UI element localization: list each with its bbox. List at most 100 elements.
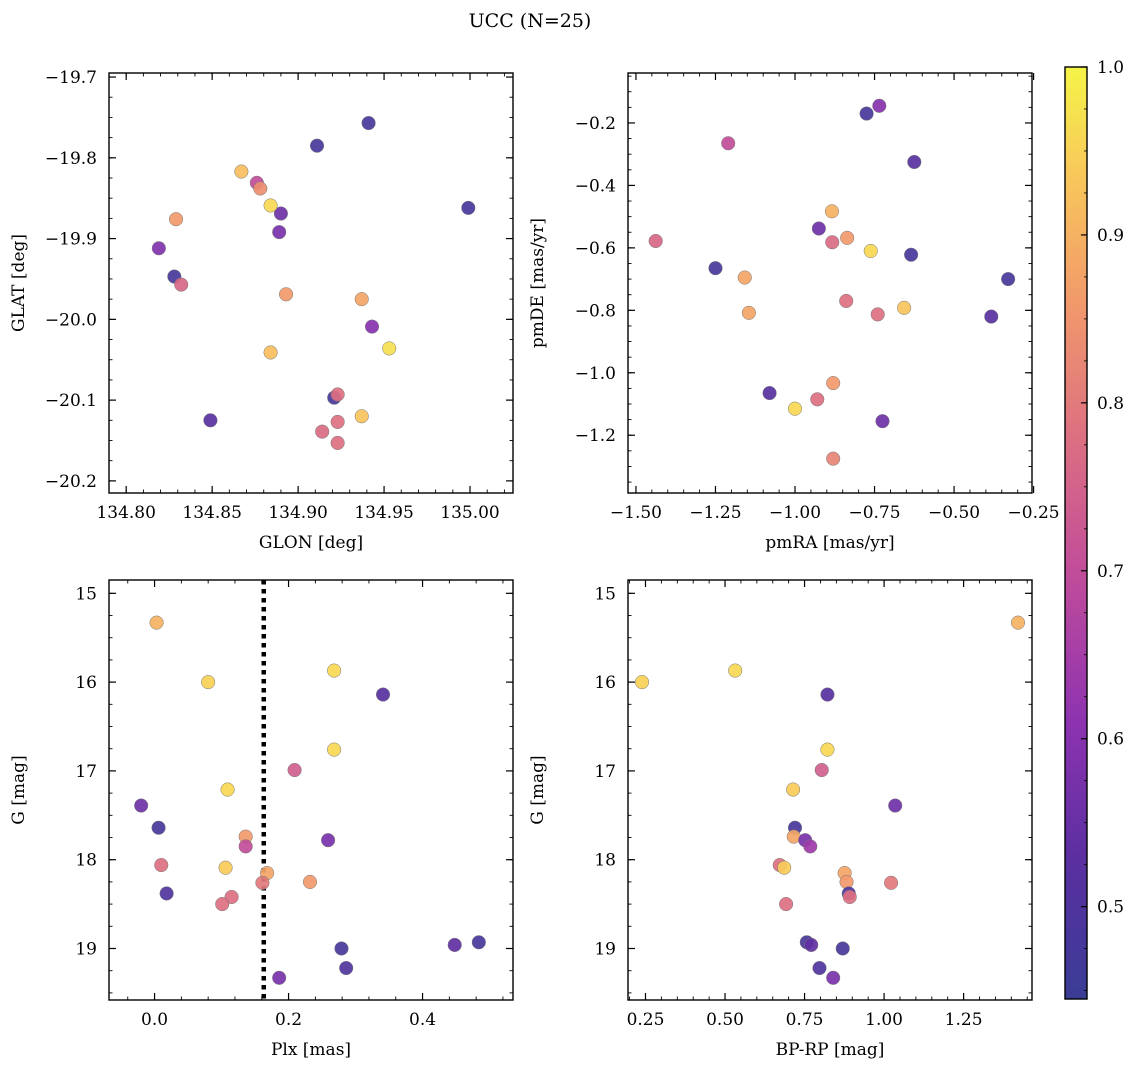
colorbar-ticks: 0.5 0.6 0.7 0.8 0.9 1.0 (1081, 58, 1124, 992)
scatter-point (330, 387, 345, 402)
scatter-point (215, 897, 230, 912)
axes-frame (627, 579, 1033, 1001)
x-tick-label: −1.25 (689, 503, 741, 523)
scatter-point (634, 675, 650, 690)
y-tick-label: −20.1 (45, 391, 97, 411)
scatter-point (339, 960, 354, 976)
scatter-point (835, 941, 850, 956)
scatter-point (309, 138, 325, 153)
axes-frame (108, 579, 514, 1001)
scatter-point (154, 857, 169, 873)
scatter-point (354, 292, 369, 307)
scatter-point (174, 277, 189, 292)
scatter-point (721, 136, 736, 151)
scatter-point (870, 307, 885, 322)
y-axis-label: pmDE [mas/yr] (528, 218, 548, 348)
scatter-point (787, 401, 803, 416)
scatter-point (820, 742, 835, 757)
scatter-point (272, 970, 287, 985)
scatter-point (728, 663, 743, 678)
scatter-point (218, 860, 233, 875)
y-tick-label: 16 (594, 673, 616, 693)
x-tick-label: 1.00 (865, 1010, 903, 1030)
x-tick-label: −1.00 (769, 503, 821, 523)
x-tick-label: 134.95 (354, 503, 413, 523)
scatter-point (327, 742, 342, 757)
y-tick-label: −20.0 (45, 310, 97, 330)
scatter-point (263, 345, 278, 360)
panel-pmra-pmde: −1.50 −1.25 −1.00 −0.75 −0.50 −0.25 −0.2 −0.4 −0… (528, 72, 1060, 553)
y-tick-label: 18 (75, 851, 97, 871)
x-tick-label: −0.25 (1008, 503, 1060, 523)
scatter-point (461, 200, 476, 215)
scatter-point (279, 287, 294, 302)
scatter-point (897, 300, 912, 315)
scatter-point (327, 663, 342, 678)
axes-frame (627, 72, 1033, 494)
x-tick-label: 0.75 (786, 1010, 824, 1030)
scatter-point (824, 204, 839, 219)
panel-plx-g: 0.0 0.2 0.4 15 16 17 18 19 Plx [mas] G [mag] (9, 579, 514, 1060)
scatter-point (334, 941, 349, 956)
scatter-point (203, 413, 218, 428)
scatter-point (201, 675, 216, 690)
y-tick-label: 17 (75, 762, 97, 782)
scatter-point (842, 889, 857, 905)
scatter-point (253, 181, 268, 196)
scatter-point (321, 833, 336, 848)
scatter-point (904, 247, 919, 262)
colorbar-tick-label: 0.8 (1097, 394, 1124, 414)
y-tick-label: −19.7 (45, 68, 97, 88)
axes-frame (108, 72, 514, 494)
scatter-point (820, 687, 835, 702)
scatter-point (872, 98, 887, 113)
scatter-point (859, 106, 874, 121)
y-tick-label: −0.8 (575, 301, 616, 321)
scatter-point (287, 762, 302, 778)
scatter-point (884, 875, 899, 890)
y-axis-label: G [mag] (528, 755, 548, 824)
scatter-point (151, 241, 166, 256)
scatter-point (234, 164, 249, 179)
y-axis-label: GLAT [deg] (9, 234, 29, 332)
colorbar-gradient (1064, 66, 1088, 1000)
y-tick-label: 17 (594, 762, 616, 782)
scatter-point (238, 839, 253, 854)
scatter-point (984, 309, 999, 324)
scatter-point (375, 687, 391, 702)
y-tick-label: −0.4 (575, 176, 616, 196)
scatter-point (134, 798, 149, 813)
scatter-point (1010, 615, 1026, 630)
scatter-point (803, 839, 818, 854)
x-tick-label: 0.0 (141, 1010, 168, 1030)
x-tick-label: 135.00 (440, 503, 499, 523)
y-tick-label: −20.2 (45, 472, 97, 492)
x-tick-label: 1.25 (945, 1010, 983, 1030)
scatter-point (354, 409, 369, 424)
scatter-point (786, 782, 801, 797)
scatter-point (814, 762, 829, 778)
scatter-point (863, 243, 878, 259)
scatter-point (875, 414, 890, 429)
scatter-point (826, 970, 841, 985)
scatter-point (779, 897, 794, 912)
scatter-point (151, 820, 166, 835)
y-tick-label: 19 (594, 939, 616, 959)
figure-title: UCC (N=25) (469, 10, 592, 32)
y-tick-label: 15 (75, 584, 97, 604)
colorbar-tick-label: 0.7 (1097, 562, 1124, 582)
scatter-point (447, 937, 462, 952)
x-tick-label: 0.50 (706, 1010, 744, 1030)
x-tick-label: 0.25 (627, 1010, 665, 1030)
scatter-point (168, 212, 184, 227)
scatter-point (826, 376, 841, 391)
x-tick-label: −0.50 (928, 503, 980, 523)
scatter-point (364, 319, 380, 334)
scatter-point (907, 154, 922, 170)
scatter-point (1001, 272, 1016, 287)
scatter-point (330, 414, 345, 429)
scatter-point (471, 935, 486, 950)
y-tick-label: 19 (75, 939, 97, 959)
scatter-point (273, 206, 288, 221)
